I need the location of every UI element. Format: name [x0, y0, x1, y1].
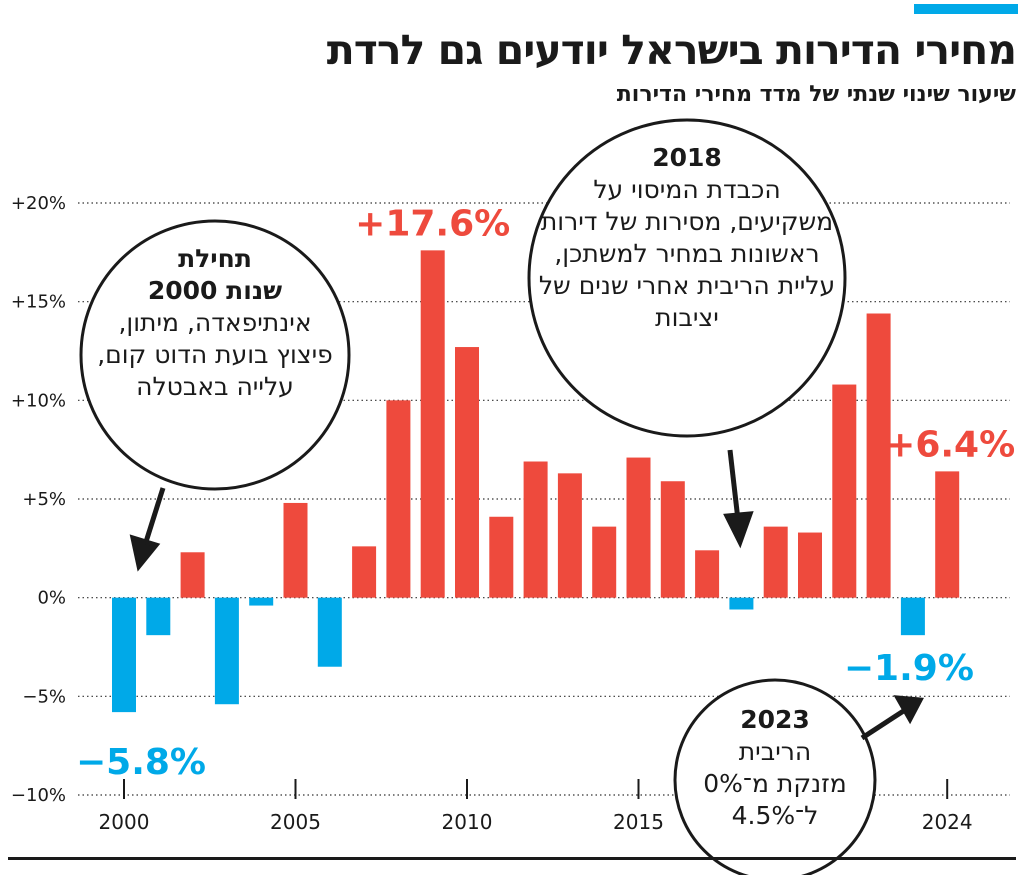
annotation-bubbles	[79, 118, 877, 875]
arrow-2000-line	[142, 487, 166, 546]
y-tick-label: −10%	[11, 785, 66, 806]
bar	[214, 597, 239, 705]
bar	[866, 313, 891, 598]
bar	[729, 597, 754, 610]
arrow-2023-head	[893, 695, 924, 725]
bar	[660, 481, 685, 598]
annotation-2023: 2023 הריבית מזנקת מ־0% ל־4.5%	[690, 704, 860, 832]
bar	[146, 597, 171, 636]
bar	[798, 532, 822, 598]
annotation-2018-year: 2018	[652, 143, 722, 172]
bar	[832, 384, 857, 598]
y-tick-label: +20%	[11, 193, 66, 214]
annotation-2023-year: 2023	[740, 705, 810, 734]
bars	[112, 250, 960, 713]
annotation-2023-line1: הריבית	[738, 737, 812, 766]
bottom-rule	[8, 857, 1016, 860]
bar	[386, 400, 411, 598]
bar	[352, 546, 377, 598]
bar	[249, 597, 274, 606]
chart-title: מחירי הדירות בישראל יודעים גם לרדת	[326, 26, 1017, 74]
annotation-2000-title: תחילת	[178, 244, 252, 273]
bar	[283, 502, 308, 598]
arrow-2023-line	[860, 707, 907, 741]
annotation-2000-body: אינתיפאדה, מיתון, פיצוץ בועת הדוט קום, ע…	[97, 308, 333, 401]
y-tick-label: −5%	[22, 686, 66, 707]
arrow-2018-line	[727, 449, 741, 521]
bar	[489, 516, 514, 598]
bar	[455, 347, 479, 598]
bar	[763, 526, 788, 598]
annotation-2018-body: הכבדת המיסוי על משקיעים, מסירות של דירות…	[538, 175, 836, 332]
bubble-2018	[527, 118, 847, 438]
bar	[695, 550, 720, 598]
data-label: −5.8%	[76, 742, 206, 783]
x-tick-label: 2024	[922, 810, 973, 834]
data-labels: −5.8% +17.6% +6.4% −1.9%	[76, 203, 1015, 783]
annotation-arrows	[129, 449, 924, 741]
y-tick-label: 0%	[37, 588, 66, 609]
bar	[317, 597, 342, 667]
bar	[626, 457, 651, 598]
data-label: +17.6%	[355, 203, 510, 244]
x-tick-label: 2000	[99, 810, 150, 834]
bubble-2023	[673, 678, 877, 875]
x-tick-label: 2005	[270, 810, 321, 834]
arrow-2018-head	[723, 511, 754, 549]
bar	[112, 597, 136, 713]
y-tick-label: +15%	[11, 292, 66, 313]
y-tick-label: +5%	[22, 489, 66, 510]
chart-subtitle: שיעור שינוי שנתי של מדד מחירי הדירות	[616, 82, 1016, 107]
data-label: −1.9%	[844, 648, 974, 689]
bar	[420, 250, 445, 598]
x-tick-label: 2010	[442, 810, 493, 834]
bar	[592, 526, 617, 598]
annotation-2000: תחילת שנות 2000 אינתיפאדה, מיתון, פיצוץ …	[92, 243, 338, 403]
bar	[557, 473, 582, 598]
x-axis: 2000 2005 2010 2015 2024	[99, 779, 973, 834]
y-axis: −10% −5% 0% +5% +10% +15% +20%	[11, 193, 66, 806]
arrow-2000-head	[129, 534, 161, 572]
bar	[180, 552, 205, 598]
annotation-2018: 2018 הכבדת המיסוי על משקיעים, מסירות של …	[538, 142, 836, 334]
bubble-2000	[79, 219, 351, 491]
annotation-2000-subtitle: שנות 2000	[147, 276, 283, 305]
accent-bar	[914, 4, 1018, 14]
data-label: +6.4%	[885, 424, 1015, 465]
annotation-2023-line3: ל־4.5%	[731, 801, 819, 830]
x-tick-label: 2015	[613, 810, 664, 834]
annotation-2023-line2: מזנקת מ־0%	[703, 769, 847, 798]
bar	[935, 471, 960, 598]
bar	[523, 461, 548, 598]
y-tick-label: +10%	[11, 390, 66, 411]
bar	[900, 597, 925, 636]
